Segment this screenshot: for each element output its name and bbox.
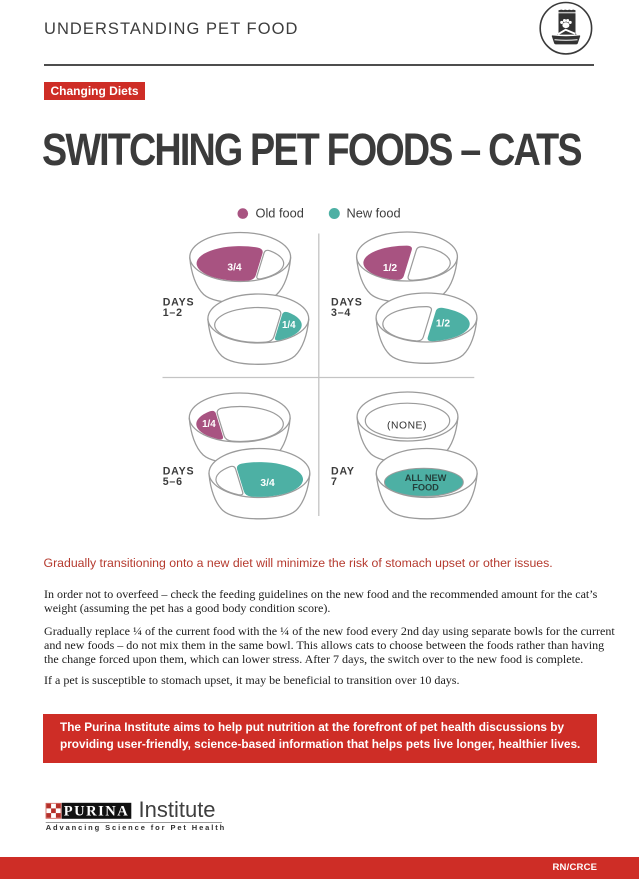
svg-text:1–2: 1–2 <box>163 307 183 319</box>
svg-text:3/4: 3/4 <box>260 478 275 489</box>
svg-text:7: 7 <box>331 476 338 488</box>
svg-text:DAYS: DAYS <box>163 466 195 478</box>
svg-text:New food: New food <box>347 206 401 221</box>
svg-text:ALL NEW: ALL NEW <box>405 473 447 483</box>
svg-text:1/4: 1/4 <box>202 419 216 430</box>
svg-text:PURINA: PURINA <box>64 804 129 820</box>
svg-text:Advancing Science for Pet Heal: Advancing Science for Pet Health <box>46 823 226 832</box>
svg-text:3–4: 3–4 <box>331 307 351 319</box>
svg-text:1/2: 1/2 <box>383 263 398 274</box>
svg-text:Old food: Old food <box>256 206 304 221</box>
svg-text:DAY: DAY <box>331 466 355 478</box>
svg-text:Institute: Institute <box>139 800 216 822</box>
svg-text:3/4: 3/4 <box>227 263 242 274</box>
svg-text:FOOD: FOOD <box>412 482 439 492</box>
svg-text:(NONE): (NONE) <box>387 420 427 431</box>
svg-text:DAYS: DAYS <box>331 296 363 308</box>
svg-text:1/2: 1/2 <box>436 319 451 330</box>
svg-text:5–6: 5–6 <box>163 476 183 488</box>
svg-text:DAYS: DAYS <box>163 296 195 308</box>
svg-text:1/4: 1/4 <box>282 320 296 331</box>
